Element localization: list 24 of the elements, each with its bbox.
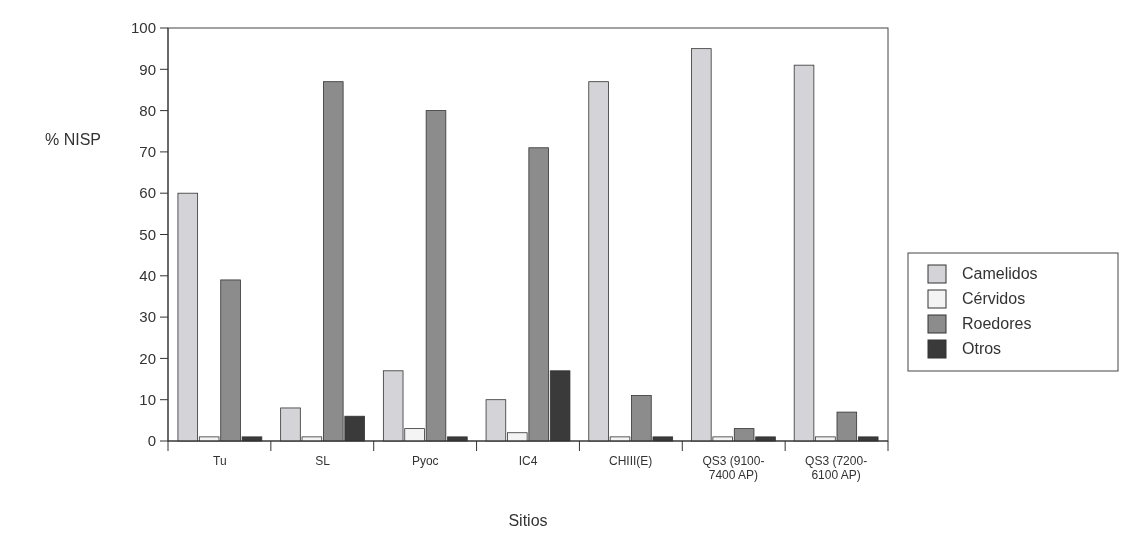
y-tick-label: 80 — [139, 101, 156, 119]
x-tick-label: SL — [315, 454, 331, 468]
y-tick-label: 0 — [147, 432, 156, 450]
legend-label: Cérvidos — [962, 290, 1026, 307]
y-tick-label: 100 — [130, 19, 156, 37]
legend-label: Camelidos — [962, 265, 1038, 282]
y-tick-label: 20 — [139, 349, 156, 367]
x-tick-label: CHIII(E) — [609, 454, 653, 468]
legend-label: Otros — [962, 340, 1002, 357]
x-tick-label: QS3 (9100-7400 AP) — [702, 454, 765, 482]
x-tick-label: Pyoc — [411, 454, 439, 468]
y-tick-label: 70 — [139, 143, 156, 161]
y-tick-label: 60 — [139, 184, 156, 202]
x-axis-title: Sitios — [508, 512, 548, 529]
y-tick-label: 90 — [139, 60, 156, 78]
y-tick-label: 50 — [139, 225, 156, 243]
x-tick-label: QS3 (7200-6100 AP) — [805, 454, 868, 482]
y-tick-label: 30 — [139, 308, 156, 326]
legend-label: Roedores — [962, 315, 1032, 332]
y-tick-label: 40 — [139, 267, 156, 285]
x-tick-label: IC4 — [518, 454, 538, 468]
y-axis-title: % NISP — [44, 130, 102, 148]
x-tick-label: Tu — [213, 454, 227, 468]
y-tick-label: 10 — [139, 390, 156, 408]
